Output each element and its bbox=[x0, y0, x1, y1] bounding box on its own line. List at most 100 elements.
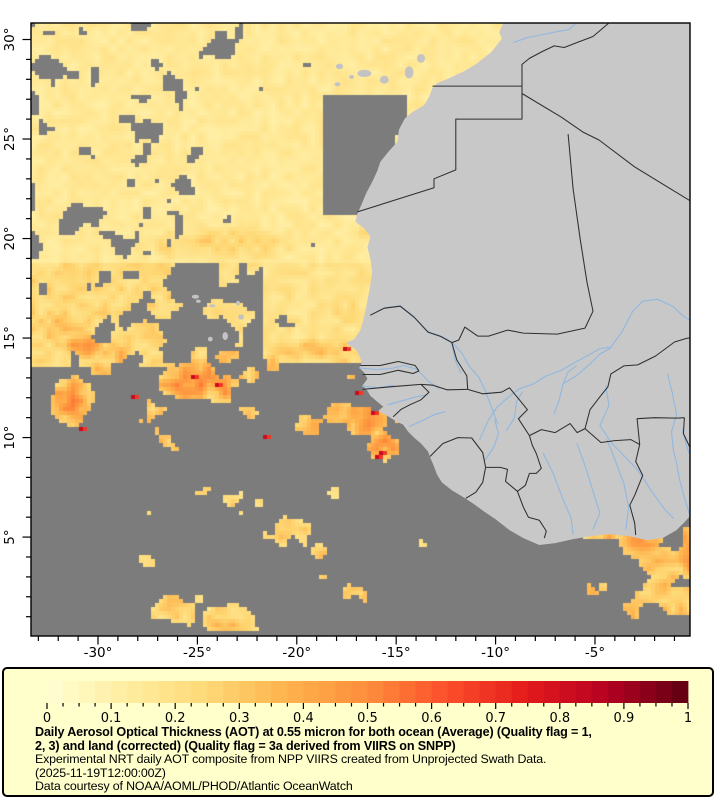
country-border-line bbox=[362, 369, 420, 376]
map-frame bbox=[30, 22, 691, 637]
country-border-line bbox=[465, 467, 487, 499]
island-shape bbox=[196, 299, 201, 303]
colorbar-block bbox=[351, 681, 368, 703]
island-shape bbox=[379, 75, 389, 84]
river-line bbox=[675, 461, 690, 515]
axis-labels: -30° -25° -20° -15° -10° -5° 30° 25° 20° 15° 10° 5° bbox=[2, 28, 605, 661]
colorbar-block bbox=[543, 681, 561, 703]
land-polygon bbox=[346, 23, 690, 545]
colorbar-block bbox=[415, 681, 432, 703]
borders-layer bbox=[357, 23, 690, 539]
country-border-line bbox=[360, 360, 420, 372]
country-border-line bbox=[451, 134, 594, 344]
island-shape bbox=[335, 63, 344, 70]
island-shape bbox=[236, 300, 241, 306]
river-line bbox=[408, 411, 446, 428]
colorbar-block bbox=[383, 681, 400, 703]
island-shape bbox=[349, 74, 354, 79]
colorbar-ticks bbox=[46, 703, 689, 709]
colorbar-block bbox=[479, 681, 497, 703]
country-border-line bbox=[529, 423, 586, 437]
colorbar-tick-label: 0.9 bbox=[614, 711, 635, 726]
colorbar-block bbox=[239, 681, 256, 703]
colorbar-block bbox=[63, 681, 80, 703]
legend-panel: 0 0.1 0.2 0.3 0.4 0.5 0.6 0.7 0.8 0.9 1 Daily Aero… bbox=[2, 667, 714, 797]
country-border-line bbox=[467, 387, 530, 436]
colorbar-block bbox=[95, 681, 112, 703]
colorbar-block bbox=[127, 681, 144, 703]
colorbar-block bbox=[335, 681, 352, 703]
colorbar-block bbox=[319, 681, 336, 703]
y-tick-label: 30° bbox=[2, 28, 18, 52]
river-line bbox=[484, 419, 500, 462]
colorbar-block bbox=[191, 681, 208, 703]
colorbar-block bbox=[79, 681, 96, 703]
river-line bbox=[562, 347, 612, 385]
x-tick-label: -20° bbox=[282, 645, 311, 661]
y-tick-label: 25° bbox=[2, 127, 18, 151]
colorbar-block bbox=[639, 681, 657, 703]
colorbar-block bbox=[591, 681, 609, 703]
y-tick-label: 5° bbox=[2, 529, 18, 544]
colorbar-block bbox=[511, 681, 529, 703]
country-border-line bbox=[451, 342, 469, 390]
colorbar-block bbox=[287, 681, 304, 703]
x-tick-label: -25° bbox=[183, 645, 212, 661]
map-vector-layer: -30° -25° -20° -15° -10° -5° 30° 25° 20° 15° 10° 5° bbox=[2, 22, 691, 661]
country-border-line bbox=[528, 435, 542, 474]
colorbar-block bbox=[111, 681, 128, 703]
colorbar-blocks bbox=[47, 681, 689, 703]
geo-layer bbox=[191, 23, 690, 545]
river-line bbox=[505, 391, 523, 432]
colorbar-tick-label: 0.4 bbox=[293, 711, 314, 726]
river-line bbox=[512, 23, 577, 44]
colorbar-block bbox=[303, 681, 320, 703]
colorbar-block bbox=[175, 681, 192, 703]
country-border-line bbox=[521, 93, 690, 202]
colorbar-block bbox=[367, 681, 384, 703]
colorbar-block bbox=[447, 681, 465, 703]
country-border-line bbox=[521, 23, 610, 87]
colorbar-tick-label: 0.6 bbox=[421, 711, 442, 726]
colorbar-block bbox=[575, 681, 593, 703]
colorbar-block bbox=[463, 681, 481, 703]
colorbar-block bbox=[207, 681, 224, 703]
legend-timestamp: (2025-11-19T12:00:00Z) bbox=[35, 765, 166, 780]
colorbar-block bbox=[671, 681, 689, 703]
colorbar-block bbox=[223, 681, 240, 703]
river-line bbox=[599, 385, 675, 519]
country-border-line bbox=[429, 437, 487, 468]
river-line bbox=[606, 439, 630, 530]
island-shape bbox=[209, 304, 216, 308]
colorbar-block bbox=[255, 681, 272, 703]
colorbar-tick-label: 0 bbox=[43, 711, 51, 726]
islands-layer bbox=[191, 54, 425, 342]
river-line bbox=[479, 298, 690, 441]
colorbar-block bbox=[655, 681, 673, 703]
x-tick-label: -15° bbox=[382, 645, 411, 661]
island-shape bbox=[417, 54, 425, 63]
colorbar-tick-label: 0.1 bbox=[101, 711, 122, 726]
river-line bbox=[542, 452, 574, 535]
legend-info-line-1: Experimental NRT daily AOT composite fro… bbox=[35, 752, 547, 767]
x-tick-label: -30° bbox=[84, 645, 113, 661]
country-border-line bbox=[584, 428, 640, 445]
legend-title-line-2: 2, 3) and land (corrected) (Quality flag… bbox=[35, 738, 456, 753]
country-border-line bbox=[362, 383, 422, 390]
x-tick-label: -5° bbox=[585, 645, 605, 661]
river-line bbox=[666, 373, 678, 463]
country-border-line bbox=[370, 305, 453, 344]
river-line bbox=[576, 442, 601, 530]
colorbar-block bbox=[47, 681, 64, 703]
colorbar-block bbox=[271, 681, 288, 703]
x-tick-label: -10° bbox=[481, 645, 510, 661]
colorbar-block bbox=[607, 681, 625, 703]
country-border-line bbox=[357, 86, 523, 213]
country-border-line bbox=[420, 383, 468, 391]
country-border-line bbox=[392, 384, 430, 418]
legend-title-line-1: Daily Aerosol Optical Thickness (AOT) at… bbox=[35, 725, 592, 739]
country-border-line bbox=[629, 444, 644, 536]
island-shape bbox=[334, 82, 341, 87]
island-shape bbox=[238, 314, 244, 320]
colorbar-block bbox=[143, 681, 160, 703]
